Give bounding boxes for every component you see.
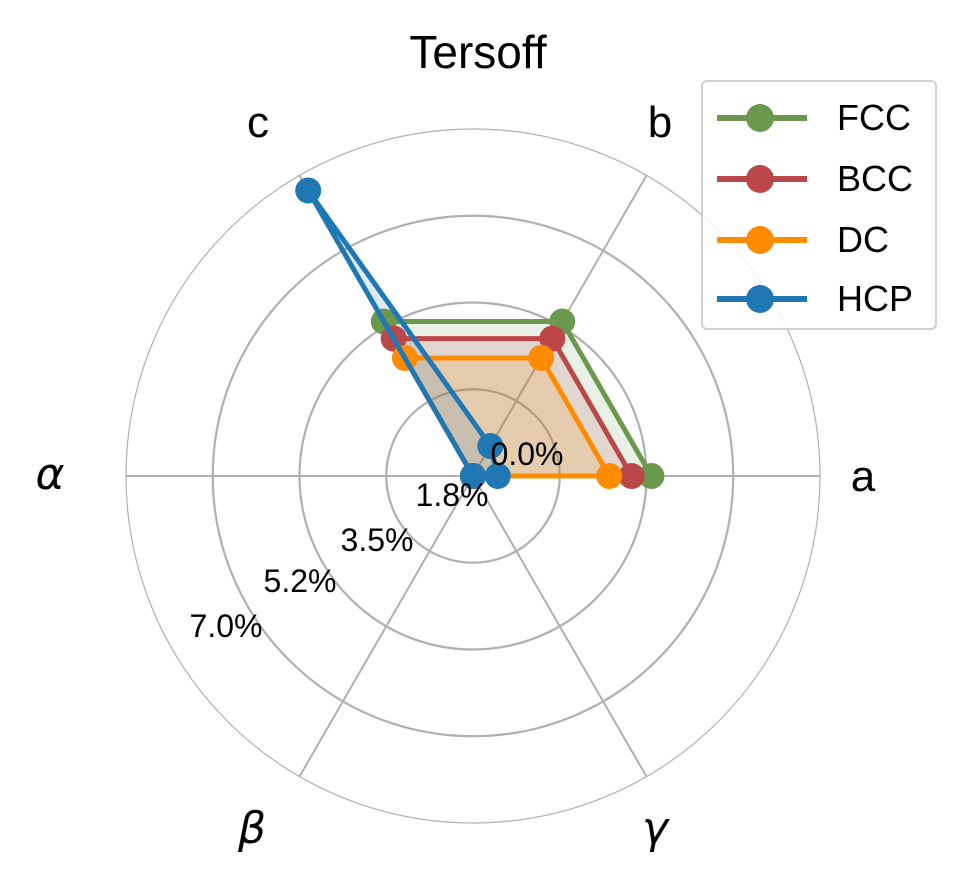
axis-labels: a b c α β γ bbox=[35, 98, 875, 854]
legend-item-dc: DC bbox=[715, 219, 930, 260]
axis-label-alpha: α bbox=[35, 449, 64, 500]
data-point-marker bbox=[539, 325, 566, 352]
legend-item-fcc: FCC bbox=[715, 97, 930, 138]
radial-tick-label: 7.0% bbox=[190, 608, 263, 644]
radial-tick-label: 1.8% bbox=[416, 477, 489, 513]
data-point-marker bbox=[618, 463, 645, 489]
data-point-marker bbox=[528, 344, 555, 371]
legend-label: DC bbox=[837, 219, 889, 260]
legend-marker-icon bbox=[715, 279, 807, 319]
grid-spoke bbox=[472, 475, 648, 778]
data-point-marker bbox=[477, 432, 504, 459]
axis-label-beta: β bbox=[237, 803, 266, 854]
legend-label: FCC bbox=[837, 97, 911, 138]
radial-tick-label: 0.0% bbox=[491, 436, 564, 472]
radial-tick-labels: 0.0%1.8%3.5%5.2%7.0% bbox=[190, 436, 564, 644]
data-point-marker bbox=[638, 463, 665, 489]
legend-marker-icon bbox=[715, 159, 807, 199]
legend-item-hcp: HCP bbox=[715, 278, 930, 319]
radial-tick-label: 3.5% bbox=[341, 522, 414, 558]
legend-label: HCP bbox=[837, 278, 914, 319]
radial-tick-label: 5.2% bbox=[264, 563, 337, 599]
axis-label-a: a bbox=[851, 452, 876, 501]
chart-title: Tersoff bbox=[409, 26, 546, 78]
legend-label: BCC bbox=[837, 158, 914, 199]
data-point-marker bbox=[484, 463, 511, 489]
axis-label-c: c bbox=[247, 98, 269, 147]
data-point-marker bbox=[596, 463, 623, 489]
data-point-marker bbox=[460, 463, 486, 489]
series-fill-bcc bbox=[393, 338, 632, 476]
legend-marker-icon bbox=[715, 98, 807, 138]
legend-marker-icon bbox=[715, 220, 807, 260]
data-point-marker bbox=[295, 177, 322, 204]
legend: FCC BCC DC HCP bbox=[701, 80, 937, 330]
legend-item-bcc: BCC bbox=[715, 158, 930, 199]
axis-label-b: b bbox=[648, 98, 672, 147]
axis-label-gamma: γ bbox=[642, 803, 670, 854]
grid-spoke bbox=[298, 475, 474, 778]
series-hcp bbox=[295, 177, 511, 489]
series-lines bbox=[295, 177, 665, 489]
